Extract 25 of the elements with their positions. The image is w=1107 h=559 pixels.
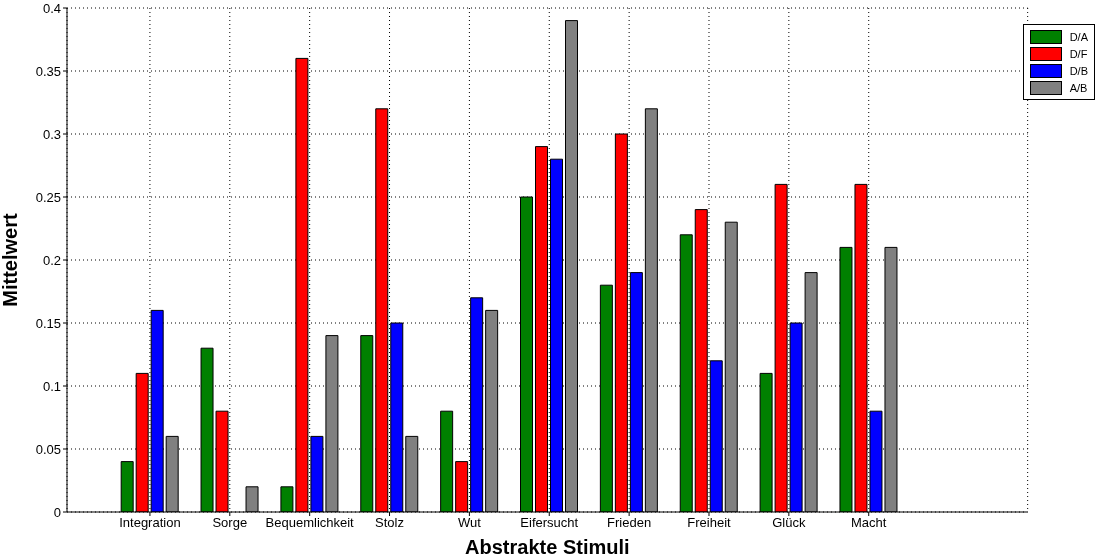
y-tick-label: 0.3 bbox=[42, 126, 61, 142]
legend-label: D/F bbox=[1069, 47, 1088, 60]
y-tick-label: 0.25 bbox=[35, 189, 61, 205]
x-tick-label: Glück bbox=[772, 515, 806, 531]
legend-label: D/A bbox=[1069, 30, 1088, 43]
x-tick-label: Integration bbox=[119, 515, 181, 531]
legend-label: D/B bbox=[1069, 64, 1088, 77]
x-tick-label: Freiheit bbox=[687, 515, 732, 531]
x-tick-label: Sorge bbox=[212, 515, 248, 531]
y-tick-label: 0 bbox=[53, 504, 61, 520]
x-tick-label: Bequemlichkeit bbox=[265, 515, 355, 531]
x-axis-title: Abstrakte Stimuli bbox=[465, 536, 630, 558]
y-tick-label: 0.05 bbox=[35, 441, 61, 457]
x-tick-label: Macht bbox=[851, 515, 887, 531]
y-tick-label: 0.15 bbox=[35, 315, 61, 331]
x-tick-label: Eifersucht bbox=[520, 515, 579, 531]
y-axis-title: Mittelwert bbox=[0, 212, 22, 307]
x-tick-label: Stolz bbox=[375, 515, 404, 531]
y-tick-label: 0.4 bbox=[42, 0, 61, 16]
legend-label: A/B bbox=[1069, 81, 1088, 94]
y-tick-label: 0.35 bbox=[35, 63, 61, 79]
x-tick-label: Wut bbox=[457, 515, 482, 531]
y-tick-label: 0.2 bbox=[42, 252, 61, 268]
y-tick-label: 0.1 bbox=[42, 378, 61, 394]
x-tick-label: Frieden bbox=[607, 515, 652, 531]
